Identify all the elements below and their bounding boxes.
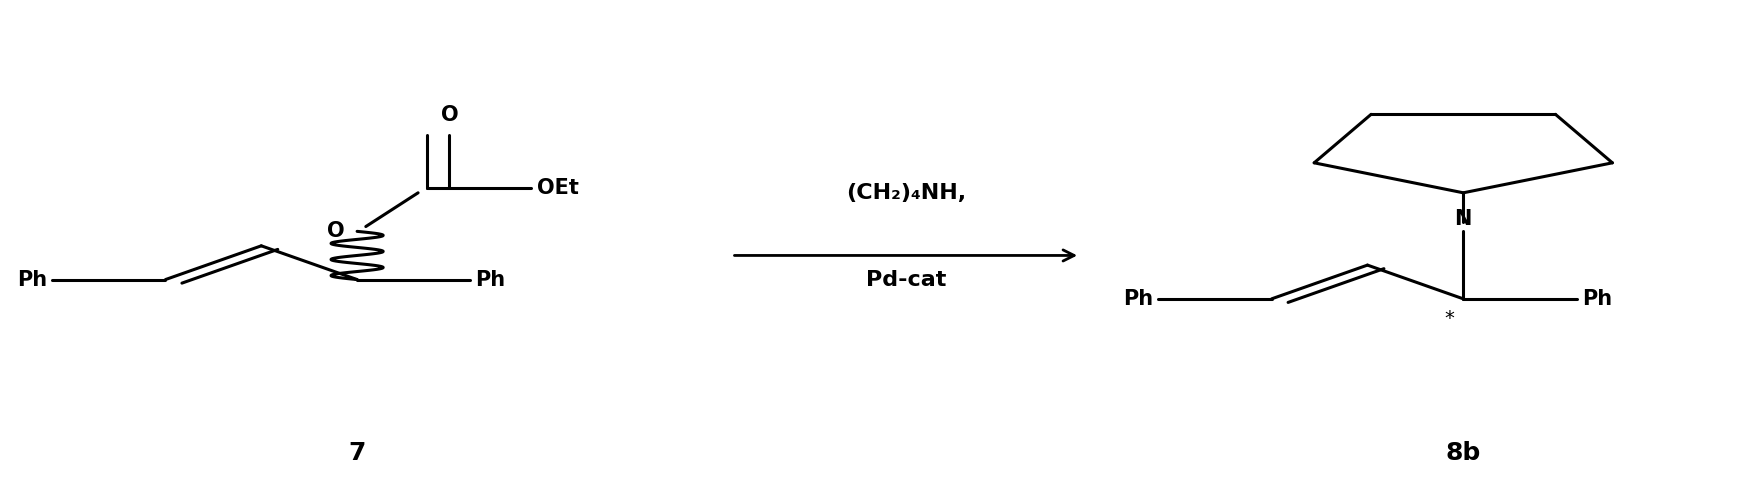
Text: O: O — [327, 221, 345, 241]
Text: *: * — [1444, 308, 1455, 328]
Text: O: O — [441, 106, 458, 125]
Text: OEt: OEt — [537, 178, 578, 198]
Text: Pd-cat: Pd-cat — [866, 269, 946, 290]
Text: Ph: Ph — [1124, 289, 1153, 309]
Text: (CH₂)₄NH,: (CH₂)₄NH, — [847, 183, 965, 203]
Text: Ph: Ph — [1582, 289, 1611, 309]
Text: 8b: 8b — [1446, 441, 1481, 465]
Text: Ph: Ph — [476, 269, 505, 290]
Text: N: N — [1455, 209, 1472, 229]
Text: 7: 7 — [348, 441, 366, 465]
Text: Ph: Ph — [17, 269, 47, 290]
